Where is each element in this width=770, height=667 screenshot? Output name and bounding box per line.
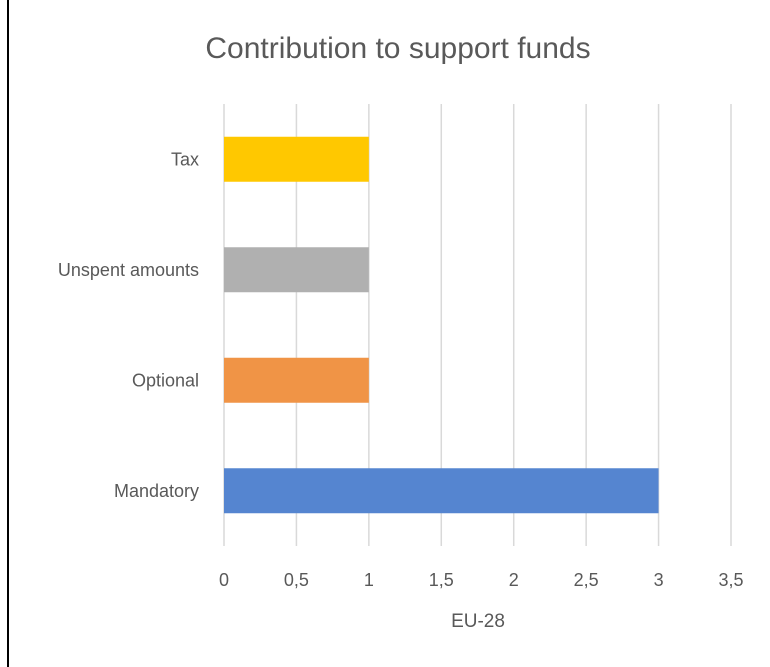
category-labels: Mandatory Optional Unspent amounts Tax [58, 149, 199, 501]
x-tick-label: 2 [509, 570, 519, 590]
x-tick-label: 0,5 [284, 570, 309, 590]
x-tick-label: 1 [364, 570, 374, 590]
x-tick-label: 3 [654, 570, 664, 590]
x-axis-title: EU-28 [451, 611, 505, 632]
bar-optional [224, 357, 369, 403]
bar-tax [224, 136, 369, 182]
category-label: Tax [171, 149, 199, 169]
category-label: Unspent amounts [58, 260, 199, 280]
bars [224, 136, 659, 514]
chart-title: Contribution to support funds [205, 32, 590, 65]
bar-mandatory [224, 468, 659, 514]
x-tick-label: 0 [219, 570, 229, 590]
category-label: Optional [132, 370, 199, 390]
x-tick-labels: 0 0,5 1 1,5 2 2,5 3 3,5 [219, 570, 744, 590]
x-tick-label: 3,5 [718, 570, 743, 590]
x-tick-label: 2,5 [574, 570, 599, 590]
left-border-line [7, 0, 9, 667]
category-label: Mandatory [114, 481, 199, 501]
bar-unspent-amounts [224, 247, 369, 293]
x-tick-label: 1,5 [429, 570, 454, 590]
